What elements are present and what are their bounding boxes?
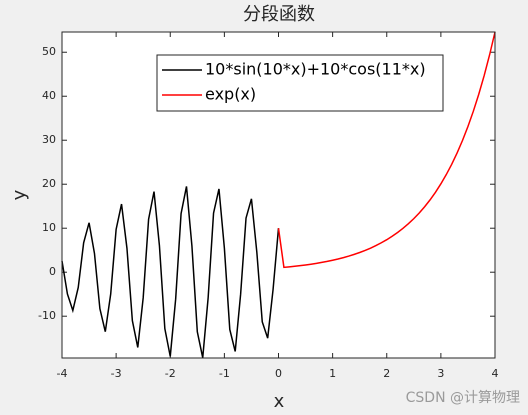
x-tick-label: -1	[219, 367, 230, 380]
y-axis-label: y	[9, 189, 30, 200]
y-tick-label: 30	[42, 133, 56, 146]
x-tick-label: -3	[111, 367, 122, 380]
y-tick-label: 10	[42, 221, 56, 234]
x-tick-label: -2	[165, 367, 176, 380]
y-tick-label: 40	[42, 89, 56, 102]
x-tick-label: 1	[329, 367, 336, 380]
x-tick-label: 4	[492, 367, 499, 380]
y-tick-label: 50	[42, 45, 56, 58]
x-tick-label: 3	[437, 367, 444, 380]
y-tick-label: 0	[49, 265, 56, 278]
legend-label: exp(x)	[205, 85, 256, 104]
y-tick-label: -10	[38, 309, 56, 322]
line	[277, 31, 496, 269]
y-tick-label: 20	[42, 177, 56, 190]
x-axis-label: x	[274, 391, 285, 412]
axes-box	[61, 31, 496, 359]
x-tick-label: 2	[383, 367, 390, 380]
line	[61, 186, 280, 358]
chart-title: 分段函数	[243, 4, 315, 25]
x-tick-label: -4	[57, 367, 68, 380]
watermark: CSDN @计算物理	[406, 390, 520, 406]
x-tick-label: 0	[275, 367, 282, 380]
legend-label: 10*sin(10*x)+10*cos(11*x)	[205, 60, 426, 79]
legend-box	[156, 54, 444, 112]
